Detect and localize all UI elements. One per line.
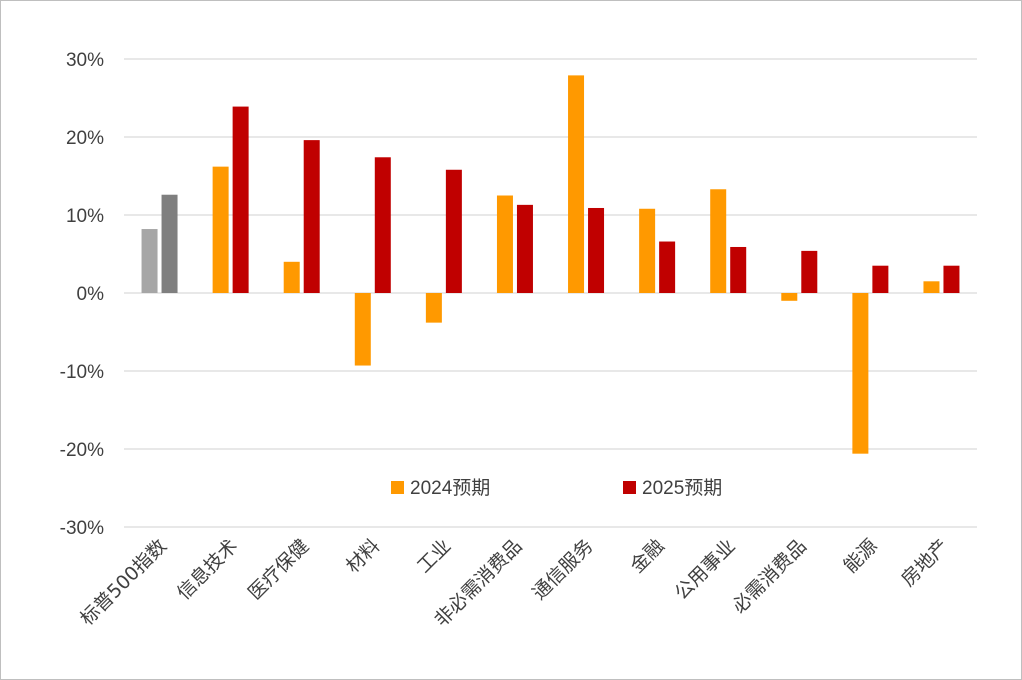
bar-2024-11 <box>923 281 940 293</box>
bar-2024-3 <box>354 293 371 366</box>
x-category-label: 材料 <box>342 535 384 577</box>
bar-2024-8 <box>710 189 727 293</box>
bar-2025-10 <box>872 265 889 293</box>
x-category-label: 金融 <box>626 535 668 577</box>
bar-2025-6 <box>588 207 605 293</box>
x-category-label: 房地产 <box>897 535 953 591</box>
bar-2025-9 <box>801 250 818 293</box>
bar-2024-7 <box>639 208 656 293</box>
y-tick-label: 20% <box>66 128 104 149</box>
bar-2025-1 <box>232 106 249 293</box>
bar-2025-8 <box>730 246 747 293</box>
y-tick-label: -30% <box>60 518 104 539</box>
bar-2024-4 <box>425 293 442 323</box>
y-tick-label: -10% <box>60 362 104 383</box>
bar-2025-7 <box>659 241 676 293</box>
x-category-label: 通信服务 <box>528 535 597 604</box>
legend-swatch-2024 <box>391 481 404 494</box>
bar-2025-11 <box>943 265 960 293</box>
bar-2024-1 <box>212 166 229 293</box>
bar-2025-4 <box>445 169 462 293</box>
bar-2024-10 <box>852 293 869 454</box>
x-category-label: 公用事业 <box>670 535 739 604</box>
bar-2025-5 <box>516 204 533 293</box>
x-category-label: 能源 <box>839 535 881 577</box>
y-tick-label: -20% <box>60 440 104 461</box>
bar-2024-0 <box>141 229 158 293</box>
y-tick-label: 10% <box>66 206 104 227</box>
bar-2025-3 <box>374 157 391 293</box>
bar-2024-5 <box>496 195 513 293</box>
legend-swatch-2025 <box>623 481 636 494</box>
legend-label-2024: 2024预期 <box>410 477 490 499</box>
bar-2024-9 <box>781 293 798 301</box>
legend-label-2025: 2025预期 <box>642 477 722 499</box>
x-category-label: 必需消费品 <box>728 535 811 618</box>
bar-2024-6 <box>568 75 585 293</box>
bar-2025-0 <box>161 194 178 293</box>
x-category-label: 信息技术 <box>173 535 242 604</box>
x-category-label: 医疗保健 <box>244 535 313 604</box>
y-tick-label: 0% <box>77 284 105 305</box>
bar-2024-2 <box>283 261 300 293</box>
bar-2025-2 <box>303 140 320 293</box>
y-tick-label: 30% <box>66 50 104 71</box>
x-category-label: 工业 <box>413 535 455 577</box>
x-category-label: 标普500指数 <box>76 535 171 630</box>
